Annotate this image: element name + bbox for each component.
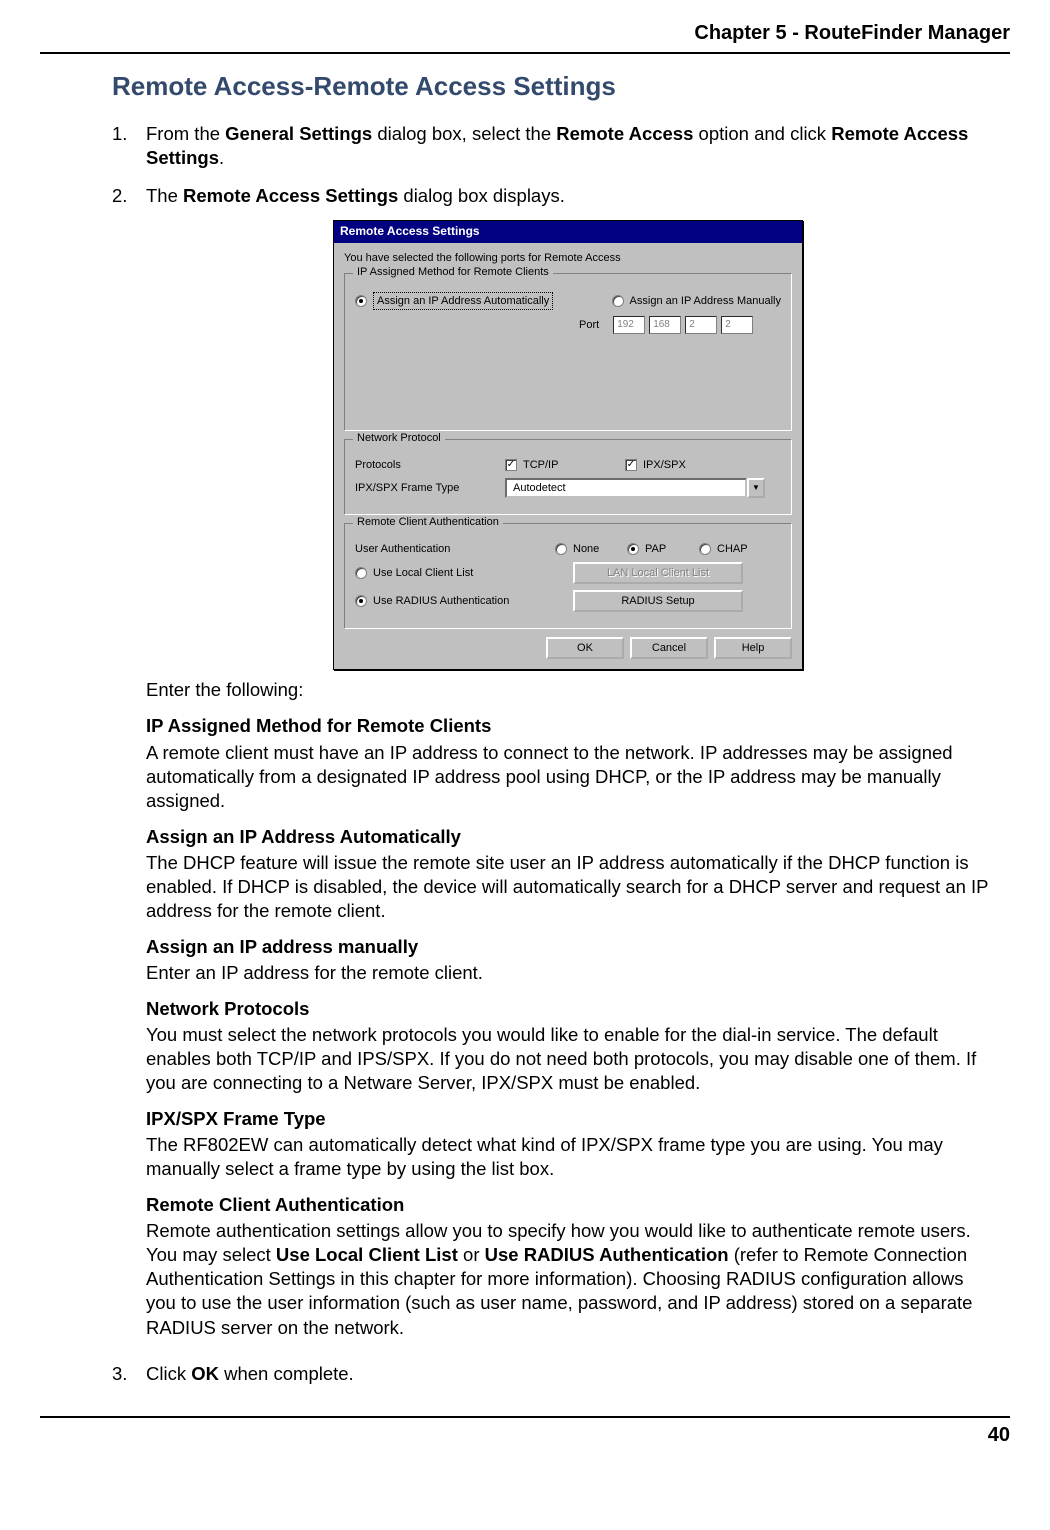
text-bold: Use RADIUS Authentication bbox=[485, 1244, 729, 1265]
label-user-auth: User Authentication bbox=[355, 542, 555, 556]
label-auth-none: None bbox=[573, 542, 599, 556]
label-protocols: Protocols bbox=[355, 458, 505, 472]
text-bold: Remote Access Settings bbox=[183, 185, 398, 206]
chapter-header: Chapter 5 - RouteFinder Manager bbox=[40, 20, 1010, 46]
text-bold: Use Local Client List bbox=[276, 1244, 458, 1265]
label-use-local-list: Use Local Client List bbox=[373, 566, 473, 580]
label-assign-manual: Assign an IP Address Manually bbox=[630, 294, 781, 308]
enter-following: Enter the following: bbox=[146, 678, 990, 702]
label-auth-chap: CHAP bbox=[717, 542, 748, 556]
heading: IPX/SPX Frame Type bbox=[146, 1107, 990, 1131]
group-ip-assigned: IP Assigned Method for Remote Clients As… bbox=[344, 273, 792, 431]
radio-assign-manual[interactable] bbox=[612, 295, 624, 307]
label-frame-type: IPX/SPX Frame Type bbox=[355, 481, 505, 495]
dropdown-frame-value: Autodetect bbox=[505, 478, 747, 498]
radio-use-radius[interactable] bbox=[355, 595, 367, 607]
block-assign-manual: Assign an IP address manually Enter an I… bbox=[146, 935, 990, 985]
remote-access-settings-dialog: Remote Access Settings You have selected… bbox=[333, 220, 803, 670]
dialog-titlebar: Remote Access Settings bbox=[334, 221, 802, 243]
ok-button[interactable]: OK bbox=[546, 637, 624, 659]
paragraph: You must select the network protocols yo… bbox=[146, 1023, 990, 1095]
label-ipxspx: IPX/SPX bbox=[643, 458, 686, 472]
text: . bbox=[219, 147, 224, 168]
heading: Assign an IP address manually bbox=[146, 935, 990, 959]
block-remote-auth: Remote Client Authentication Remote auth… bbox=[146, 1193, 990, 1339]
radio-auth-pap[interactable] bbox=[627, 543, 639, 555]
label-port: Port bbox=[579, 318, 599, 332]
heading: Remote Client Authentication bbox=[146, 1193, 990, 1217]
step-1: 1. From the General Settings dialog box,… bbox=[112, 122, 990, 170]
text: From the bbox=[146, 123, 225, 144]
text: dialog box, select the bbox=[372, 123, 556, 144]
radio-use-local-list[interactable] bbox=[355, 567, 367, 579]
ip-octet-2[interactable]: 168 bbox=[649, 316, 681, 334]
radio-auth-chap[interactable] bbox=[699, 543, 711, 555]
help-button[interactable]: Help bbox=[714, 637, 792, 659]
step-3-body: Click OK when complete. bbox=[146, 1362, 990, 1386]
ip-octet-1[interactable]: 192 bbox=[613, 316, 645, 334]
step-3: 3. Click OK when complete. bbox=[112, 1362, 990, 1386]
group-auth-legend: Remote Client Authentication bbox=[353, 515, 503, 529]
radio-auth-none[interactable] bbox=[555, 543, 567, 555]
text: The bbox=[146, 185, 183, 206]
page-number: 40 bbox=[40, 1422, 1010, 1448]
text-bold: OK bbox=[191, 1363, 219, 1384]
paragraph: A remote client must have an IP address … bbox=[146, 741, 990, 813]
content-area: Remote Access-Remote Access Settings 1. … bbox=[112, 70, 990, 1386]
label-tcpip: TCP/IP bbox=[523, 458, 558, 472]
label-auth-pap: PAP bbox=[645, 542, 666, 556]
paragraph: Remote authentication settings allow you… bbox=[146, 1219, 990, 1339]
dropdown-frame-type[interactable]: Autodetect ▼ bbox=[505, 478, 765, 498]
ip-octet-3[interactable]: 2 bbox=[685, 316, 717, 334]
step-2-body: The Remote Access Settings dialog box di… bbox=[146, 184, 990, 1348]
block-ip-assigned: IP Assigned Method for Remote Clients A … bbox=[146, 714, 990, 812]
dialog-figure: Remote Access Settings You have selected… bbox=[146, 220, 990, 670]
block-network-protocols: Network Protocols You must select the ne… bbox=[146, 997, 990, 1095]
text: Click bbox=[146, 1363, 191, 1384]
group-remote-auth: Remote Client Authentication User Authen… bbox=[344, 523, 792, 629]
radio-assign-auto[interactable] bbox=[355, 295, 367, 307]
radius-setup-button[interactable]: RADIUS Setup bbox=[573, 590, 743, 612]
numbered-list: 1. From the General Settings dialog box,… bbox=[112, 122, 990, 1386]
dialog-body: You have selected the following ports fo… bbox=[334, 243, 802, 670]
checkbox-ipxspx[interactable] bbox=[625, 459, 637, 471]
ip-octet-4[interactable]: 2 bbox=[721, 316, 753, 334]
dialog-button-row: OK Cancel Help bbox=[344, 637, 792, 659]
group-network-protocol: Network Protocol Protocols TCP/IP bbox=[344, 439, 792, 515]
text-bold: General Settings bbox=[225, 123, 372, 144]
section-title: Remote Access-Remote Access Settings bbox=[112, 70, 990, 104]
group-net-legend: Network Protocol bbox=[353, 431, 445, 445]
step-1-num: 1. bbox=[112, 122, 146, 170]
step-1-body: From the General Settings dialog box, se… bbox=[146, 122, 990, 170]
block-assign-auto: Assign an IP Address Automatically The D… bbox=[146, 825, 990, 923]
heading: Assign an IP Address Automatically bbox=[146, 825, 990, 849]
text: dialog box displays. bbox=[398, 185, 565, 206]
checkbox-tcpip[interactable] bbox=[505, 459, 517, 471]
block-ipx-frame: IPX/SPX Frame Type The RF802EW can autom… bbox=[146, 1107, 990, 1181]
cancel-button[interactable]: Cancel bbox=[630, 637, 708, 659]
footer-rule bbox=[40, 1416, 1010, 1418]
text-bold: Remote Access bbox=[556, 123, 693, 144]
heading: Network Protocols bbox=[146, 997, 990, 1021]
top-rule bbox=[40, 52, 1010, 54]
group-ip-legend: IP Assigned Method for Remote Clients bbox=[353, 265, 553, 279]
paragraph: The RF802EW can automatically detect wha… bbox=[146, 1133, 990, 1181]
step-2: 2. The Remote Access Settings dialog box… bbox=[112, 184, 990, 1348]
text: when complete. bbox=[219, 1363, 354, 1384]
paragraph: Enter an IP address for the remote clien… bbox=[146, 961, 990, 985]
label-use-radius: Use RADIUS Authentication bbox=[373, 594, 509, 608]
dialog-subtitle: You have selected the following ports fo… bbox=[344, 251, 792, 265]
step-3-num: 3. bbox=[112, 1362, 146, 1386]
chevron-down-icon[interactable]: ▼ bbox=[747, 478, 765, 498]
text: option and click bbox=[693, 123, 831, 144]
text: or bbox=[458, 1244, 485, 1265]
label-assign-auto: Assign an IP Address Automatically bbox=[373, 292, 553, 310]
heading: IP Assigned Method for Remote Clients bbox=[146, 714, 990, 738]
step-2-num: 2. bbox=[112, 184, 146, 1348]
lan-local-client-list-button: LAN Local Client List bbox=[573, 562, 743, 584]
paragraph: The DHCP feature will issue the remote s… bbox=[146, 851, 990, 923]
